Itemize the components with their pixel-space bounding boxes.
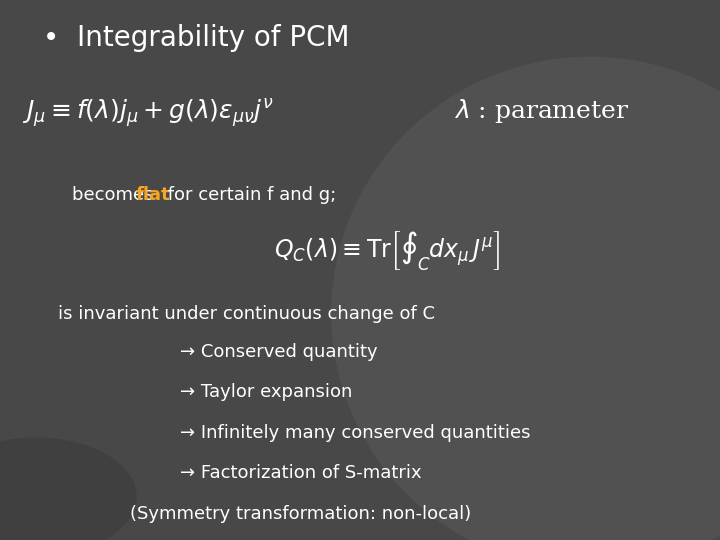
Text: •  Integrability of PCM: • Integrability of PCM: [43, 24, 350, 52]
Text: $J_{\mu} \equiv f(\lambda)j_{\mu} + g(\lambda)\epsilon_{\mu\nu}j^{\nu}$: $J_{\mu} \equiv f(\lambda)j_{\mu} + g(\l…: [22, 97, 274, 130]
Ellipse shape: [331, 57, 720, 540]
Text: becomes: becomes: [72, 186, 159, 204]
Text: (Symmetry transformation: non-local): (Symmetry transformation: non-local): [130, 505, 471, 523]
Text: flat: flat: [135, 186, 170, 204]
Text: → Factorization of S-matrix: → Factorization of S-matrix: [180, 464, 422, 482]
Text: $\lambda$ : parameter: $\lambda$ : parameter: [454, 97, 629, 125]
Text: → Conserved quantity: → Conserved quantity: [180, 343, 377, 361]
Text: $Q_C(\lambda) \equiv \mathrm{Tr}\left[\oint_C dx_{\mu}\, J^{\mu}\right]$: $Q_C(\lambda) \equiv \mathrm{Tr}\left[\o…: [274, 230, 500, 273]
Text: is invariant under continuous change of C: is invariant under continuous change of …: [58, 305, 435, 323]
Text: for certain f and g;: for certain f and g;: [162, 186, 336, 204]
Text: → Taylor expansion: → Taylor expansion: [180, 383, 352, 401]
Text: → Infinitely many conserved quantities: → Infinitely many conserved quantities: [180, 424, 531, 442]
Ellipse shape: [0, 437, 137, 540]
